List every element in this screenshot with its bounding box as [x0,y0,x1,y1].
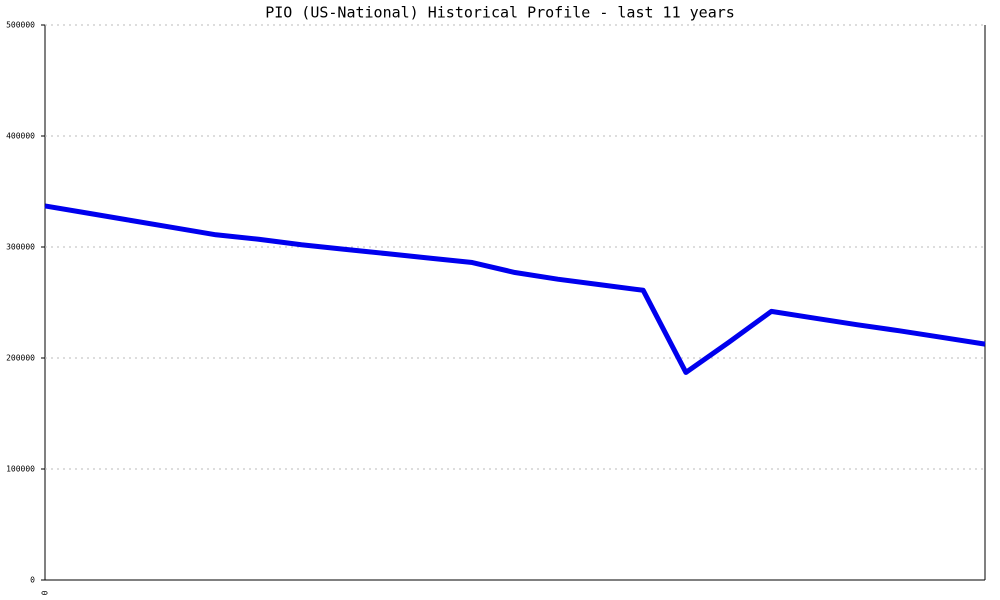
y-tick-label: 400000 [6,132,35,141]
x-tick-label: 0 [41,590,50,595]
line-series [44,203,986,375]
y-tick-label: 100000 [6,465,35,474]
y-tick-label: 500000 [6,21,35,30]
y-tick-label: 0 [30,576,35,585]
y-tick-label: 300000 [6,243,35,252]
y-tick-label: 200000 [6,354,35,363]
chart-title: PIO (US-National) Historical Profile - l… [265,4,735,22]
